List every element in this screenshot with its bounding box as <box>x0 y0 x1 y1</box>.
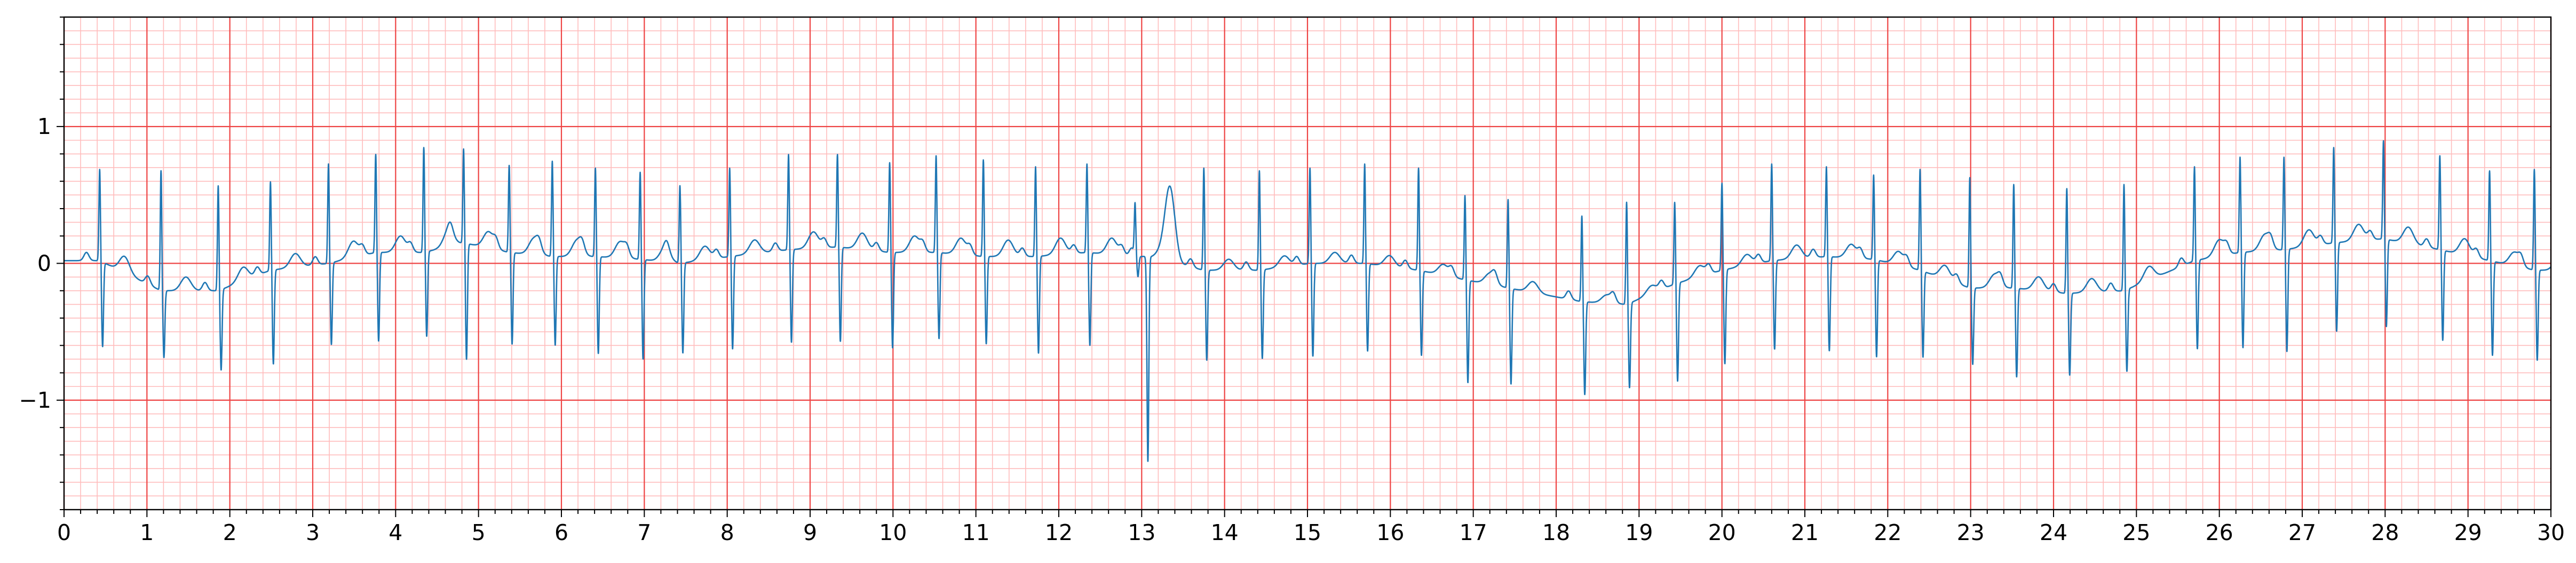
x-tick-label: 21 <box>1791 520 1819 545</box>
y-tick-label: 1 <box>37 114 51 139</box>
x-tick-label: 2 <box>223 520 237 545</box>
x-tick-label: 9 <box>803 520 817 545</box>
y-axis: 1 0 −1 <box>19 17 64 510</box>
x-tick-label: 5 <box>472 520 486 545</box>
x-tick-label: 27 <box>2288 520 2316 545</box>
x-tick-label: 6 <box>554 520 568 545</box>
x-tick-label: 19 <box>1625 520 1653 545</box>
x-tick-label: 28 <box>2371 520 2399 545</box>
x-tick-label: 29 <box>2454 520 2482 545</box>
x-tick-label: 25 <box>2122 520 2150 545</box>
x-tick-label: 20 <box>1708 520 1736 545</box>
x-tick-label: 1 <box>140 520 154 545</box>
ecg-trace-line <box>64 140 2552 462</box>
x-tick-label: 10 <box>879 520 907 545</box>
y-tick-label: 0 <box>37 251 51 276</box>
x-tick-label: 4 <box>389 520 402 545</box>
x-tick-label: 8 <box>720 520 734 545</box>
x-tick-label: 3 <box>306 520 320 545</box>
x-tick-label: 15 <box>1294 520 1321 545</box>
x-axis: 0 1 2 3 4 5 6 7 8 9 10 11 12 13 14 15 16 17 18 19 20 21 22 23 24… <box>57 510 2565 545</box>
x-tick-label: 7 <box>637 520 651 545</box>
x-tick-label: 12 <box>1045 520 1073 545</box>
x-tick-label: 11 <box>962 520 990 545</box>
x-tick-label: 14 <box>1211 520 1239 545</box>
x-tick-label: 16 <box>1376 520 1404 545</box>
x-tick-label: 23 <box>1957 520 1985 545</box>
x-tick-label: 18 <box>1542 520 1570 545</box>
x-tick-label: 13 <box>1128 520 1155 545</box>
x-tick-label: 30 <box>2537 520 2565 545</box>
x-tick-label: 26 <box>2206 520 2233 545</box>
x-tick-label: 0 <box>57 520 71 545</box>
x-tick-label: 22 <box>1874 520 1901 545</box>
x-tick-label: 24 <box>2040 520 2067 545</box>
y-tick-label: −1 <box>19 387 51 413</box>
x-tick-label: 17 <box>1460 520 1487 545</box>
